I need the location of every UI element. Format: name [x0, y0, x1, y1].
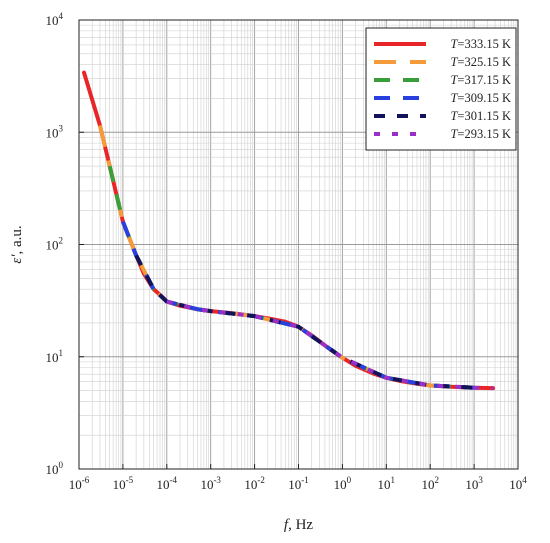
x-tick-label: 104: [509, 475, 527, 492]
legend-box: [365, 27, 517, 151]
x-tick-label: 10-5: [113, 475, 134, 492]
legend-label-4: T=309.15 K: [450, 91, 511, 105]
series-line-6: [166, 299, 494, 391]
y-tick-label: 101: [46, 348, 64, 365]
legend-label-6: T=293.15 K: [450, 127, 511, 141]
axis-ticks: 10-6 10-5 10-4 10-3 10-2 10-1 100 101 102 103 104 1…: [46, 11, 528, 492]
x-tick-label: 101: [378, 475, 396, 492]
legend-label-5: T=301.15 K: [450, 109, 511, 123]
x-tick-label: 10-2: [244, 475, 265, 492]
legend-label-1: T=333.15 K: [450, 37, 511, 51]
x-tick-label: 100: [334, 475, 352, 492]
y-tick-label: 100: [46, 460, 64, 477]
x-axis-label: f, Hz: [284, 517, 314, 533]
x-tick-label: 10-1: [288, 475, 309, 492]
legend-label-3: T=317.15 K: [450, 73, 511, 87]
legend-label-2: T=325.15 K: [450, 55, 511, 69]
y-tick-label: 102: [46, 236, 64, 253]
legend: T=333.15 K T=325.15 K T=317.15 K T=309.15 K…: [365, 27, 517, 151]
x-tick-label: 10-6: [69, 475, 90, 492]
series-line-5: [134, 254, 475, 390]
x-tick-label: 102: [421, 475, 439, 492]
y-tick-label: 103: [46, 123, 64, 140]
y-axis-label: ε', a.u.: [9, 225, 25, 263]
series-line-2: [98, 124, 475, 390]
y-tick-label: 104: [46, 11, 64, 28]
x-tick-label: 10-3: [200, 475, 221, 492]
series-lines: [82, 70, 496, 391]
x-tick-label: 10-4: [157, 475, 178, 492]
x-tick-label: 103: [465, 475, 483, 492]
